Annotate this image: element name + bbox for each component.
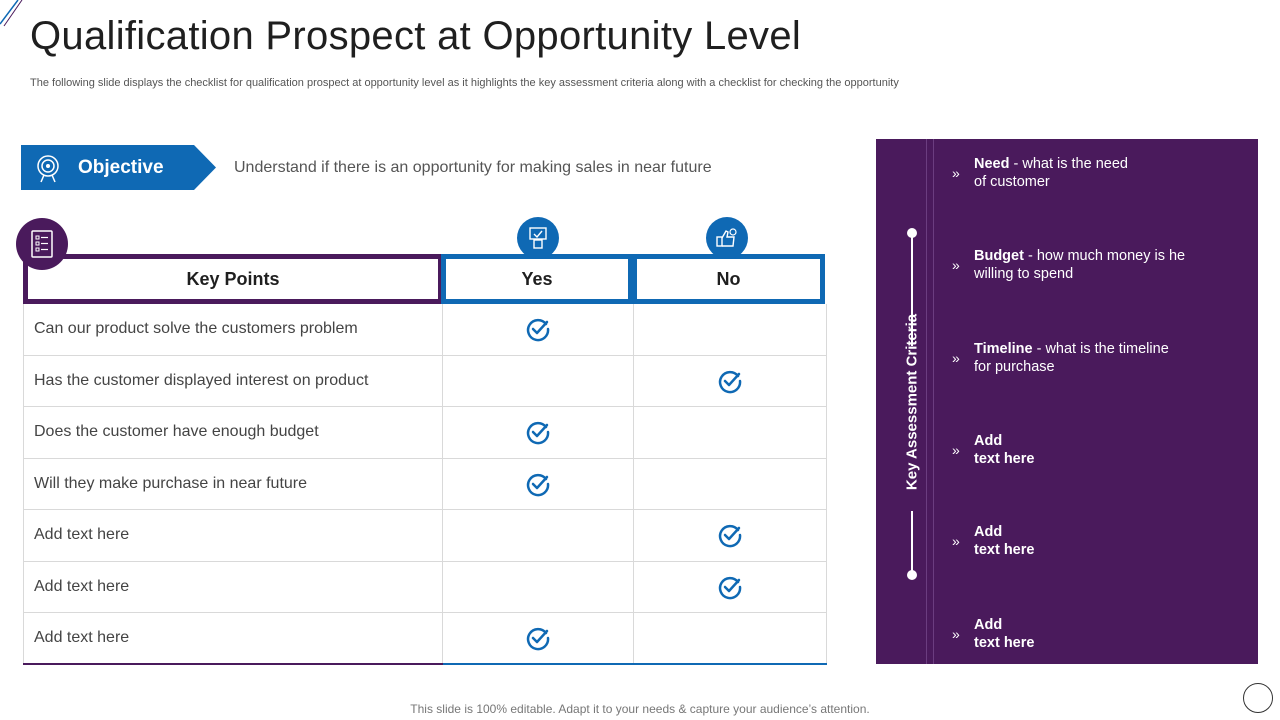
criteria-title: Timeline <box>974 341 1033 357</box>
vote-icon <box>517 217 559 259</box>
header-no: No <box>634 256 823 302</box>
footer-note: This slide is 100% editable. Adapt it to… <box>410 702 870 716</box>
double-chevron-icon: » <box>952 533 960 549</box>
criteria-desc: - what is the need <box>1009 156 1128 172</box>
criteria-title: Budget <box>974 248 1024 264</box>
key-point-cell: Add text here <box>23 510 443 561</box>
table-bottom-border <box>443 663 827 665</box>
yes-cell <box>443 561 634 612</box>
criteria-desc-line2: text here <box>974 635 1035 651</box>
criteria-panel: Key Assessment Criteria » Need - what is … <box>876 139 1258 664</box>
objective-label: Objective <box>78 157 164 178</box>
criteria-label: Key Assessment Criteria <box>903 313 921 491</box>
objective-banner: Objective <box>21 145 216 190</box>
criteria-desc-line2: text here <box>974 542 1035 558</box>
check-icon <box>718 525 742 548</box>
table-row: Add text here <box>23 561 827 613</box>
no-cell <box>634 304 827 355</box>
panel-divider <box>926 139 927 664</box>
criteria-desc-line2: willing to spend <box>974 266 1074 282</box>
check-icon <box>526 628 550 651</box>
no-cell <box>634 355 827 406</box>
no-cell <box>634 613 827 664</box>
criteria-title: Add <box>974 617 1003 633</box>
criteria-title: Need <box>974 156 1010 172</box>
table-row: Add text here <box>23 510 827 562</box>
timeline-dot <box>907 228 917 238</box>
check-icon <box>718 370 742 394</box>
table-body: Can our product solve the customers prob… <box>23 304 827 665</box>
double-chevron-icon: » <box>952 257 960 273</box>
key-point-cell: Will they make purchase in near future <box>23 458 443 509</box>
criteria-title: Add <box>974 524 1003 540</box>
no-cell <box>634 561 827 612</box>
no-cell <box>634 458 827 509</box>
criteria-desc-line2: text here <box>974 451 1035 467</box>
double-chevron-icon: » <box>952 350 960 366</box>
table-row: Does the customer have enough budget <box>23 407 827 459</box>
yes-cell <box>443 510 634 561</box>
header-yes: Yes <box>443 256 631 302</box>
objective-text: Understand if there is an opportunity fo… <box>234 159 712 176</box>
double-chevron-icon: » <box>952 626 960 642</box>
table-row: Has the customer displayed interest on p… <box>23 355 827 407</box>
yes-cell <box>443 304 634 355</box>
key-point-cell: Add text here <box>23 613 443 664</box>
table-row: Add text here <box>23 613 827 665</box>
timeline-line <box>911 511 913 571</box>
double-chevron-icon: » <box>952 165 960 181</box>
table-row: Will they make purchase in near future <box>23 458 827 510</box>
yes-cell <box>443 355 634 406</box>
criteria-desc: - what is the timeline <box>1032 341 1169 357</box>
key-point-cell: Has the customer displayed interest on p… <box>23 355 443 406</box>
criteria-desc-line2: of customer <box>974 174 1050 190</box>
criteria-desc: - how much money is he <box>1023 248 1186 264</box>
target-icon <box>37 155 59 183</box>
yes-cell <box>443 407 634 458</box>
yes-cell <box>443 613 634 664</box>
table-bottom-border <box>23 663 443 665</box>
thumbs-icon <box>706 217 748 259</box>
criteria-title: Add <box>974 433 1003 449</box>
key-point-cell: Can our product solve the customers prob… <box>23 304 443 355</box>
key-point-cell: Add text here <box>23 561 443 612</box>
double-chevron-icon: » <box>952 442 960 458</box>
timeline-dot <box>907 570 917 580</box>
no-cell <box>634 510 827 561</box>
timeline-line <box>911 233 913 346</box>
page-title: Qualification Prospect at Opportunity Le… <box>30 14 802 58</box>
check-icon <box>526 319 550 342</box>
check-icon <box>526 473 550 497</box>
corner-circle <box>1243 683 1273 713</box>
no-cell <box>634 407 827 458</box>
criteria-desc-line2: for purchase <box>974 359 1055 375</box>
page-subtitle: The following slide displays the checkli… <box>30 77 899 89</box>
corner-decoration <box>0 0 23 27</box>
yes-cell <box>443 458 634 509</box>
key-point-cell: Does the customer have enough budget <box>23 407 443 458</box>
panel-divider <box>933 139 934 664</box>
check-icon <box>718 576 742 600</box>
table-row: Can our product solve the customers prob… <box>23 304 827 356</box>
checklist-table: Key Points Yes No Can our product solve … <box>23 253 827 665</box>
check-icon <box>526 422 550 445</box>
header-key-points: Key Points <box>25 256 441 302</box>
checklist-icon <box>16 218 68 270</box>
